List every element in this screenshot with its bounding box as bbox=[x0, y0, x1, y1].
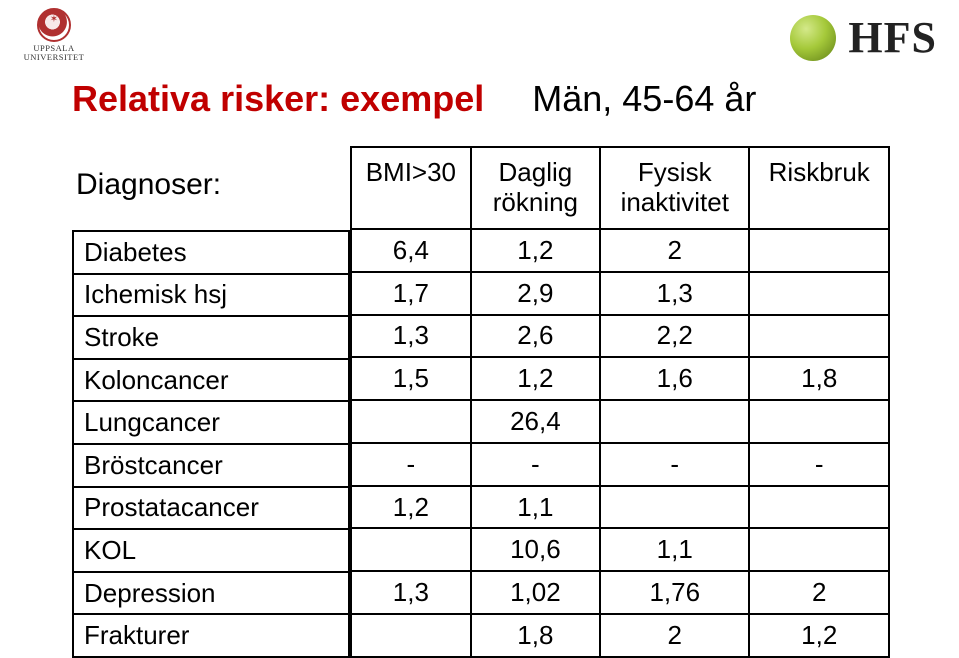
cell: 1,2 bbox=[749, 614, 889, 657]
uppsala-university-logo: UPPSALA UNIVERSITET bbox=[14, 8, 94, 62]
table-row: 1,3 1,02 1,76 2 bbox=[351, 571, 889, 614]
diagnoses-column: Diagnoser: Diabetes Ichemisk hsj Stroke … bbox=[72, 146, 350, 658]
cell: 2 bbox=[600, 229, 749, 272]
cell: 6,4 bbox=[351, 229, 471, 272]
cell bbox=[600, 486, 749, 529]
cell: - bbox=[351, 443, 471, 486]
cell: 1,02 bbox=[471, 571, 600, 614]
cell: 2 bbox=[600, 614, 749, 657]
diagnoses-list: Diabetes Ichemisk hsj Stroke Koloncancer… bbox=[72, 230, 350, 658]
col-header-text: BMI>30 bbox=[366, 157, 456, 187]
col-header-daglig-rokning: Daglig rökning bbox=[471, 147, 600, 229]
cell: 1,6 bbox=[600, 357, 749, 400]
table-body: 6,4 1,2 2 1,7 2,9 1,3 1,3 2,6 2,2 1,5 1,… bbox=[351, 229, 889, 657]
cell bbox=[749, 400, 889, 443]
cell bbox=[749, 315, 889, 358]
cell: 2,9 bbox=[471, 272, 600, 315]
diagnosis-row: Lungcancer bbox=[74, 402, 348, 445]
diagnosis-row: KOL bbox=[74, 530, 348, 573]
col-header-text: inaktivitet bbox=[621, 187, 729, 217]
diagnosis-row: Koloncancer bbox=[74, 360, 348, 403]
cell: - bbox=[600, 443, 749, 486]
diagnosis-row: Bröstcancer bbox=[74, 445, 348, 488]
cell: 1,3 bbox=[351, 571, 471, 614]
table-row: 26,4 bbox=[351, 400, 889, 443]
diagnosis-row: Diabetes bbox=[74, 232, 348, 275]
cell: 1,2 bbox=[471, 229, 600, 272]
col-header-text: Daglig bbox=[499, 157, 573, 187]
col-header-bmi: BMI>30 bbox=[351, 147, 471, 229]
cell: 10,6 bbox=[471, 528, 600, 571]
cell bbox=[351, 400, 471, 443]
cell: - bbox=[749, 443, 889, 486]
risk-table: BMI>30 Daglig rökning Fysisk inaktivitet… bbox=[350, 146, 890, 658]
cell: 1,76 bbox=[600, 571, 749, 614]
col-header-text: Fysisk bbox=[638, 157, 712, 187]
cell bbox=[351, 614, 471, 657]
diagnoses-header: Diagnoser: bbox=[72, 146, 350, 230]
col-header-riskbruk: Riskbruk bbox=[749, 147, 889, 229]
cell: 1,8 bbox=[749, 357, 889, 400]
cell bbox=[749, 528, 889, 571]
cell: 2 bbox=[749, 571, 889, 614]
cell: 1,2 bbox=[471, 357, 600, 400]
cell: 1,7 bbox=[351, 272, 471, 315]
table-header-row: BMI>30 Daglig rökning Fysisk inaktivitet… bbox=[351, 147, 889, 229]
slide-subtitle: Män, 45-64 år bbox=[532, 78, 756, 120]
diagnosis-row: Stroke bbox=[74, 317, 348, 360]
table-row: 1,5 1,2 1,6 1,8 bbox=[351, 357, 889, 400]
uppsala-text-line2: UNIVERSITET bbox=[14, 53, 94, 62]
hfs-logo: HFS bbox=[790, 12, 937, 63]
diagnosis-row: Frakturer bbox=[74, 615, 348, 658]
cell: 1,5 bbox=[351, 357, 471, 400]
table-row: 10,6 1,1 bbox=[351, 528, 889, 571]
cell bbox=[351, 528, 471, 571]
table-row: 1,7 2,9 1,3 bbox=[351, 272, 889, 315]
cell: 2,6 bbox=[471, 315, 600, 358]
uppsala-seal-icon bbox=[37, 8, 71, 42]
col-header-text: rökning bbox=[493, 187, 578, 217]
slide-title: Relativa risker: exempel bbox=[72, 78, 484, 120]
cell: 1,1 bbox=[600, 528, 749, 571]
cell bbox=[600, 400, 749, 443]
table-row: 1,8 2 1,2 bbox=[351, 614, 889, 657]
diagnosis-row: Ichemisk hsj bbox=[74, 275, 348, 318]
cell: 1,2 bbox=[351, 486, 471, 529]
table-row: - - - - bbox=[351, 443, 889, 486]
cell: 2,2 bbox=[600, 315, 749, 358]
cell: 1,1 bbox=[471, 486, 600, 529]
cell: - bbox=[471, 443, 600, 486]
hfs-sphere-icon bbox=[790, 15, 836, 61]
cell bbox=[749, 272, 889, 315]
col-header-fysisk-inaktivitet: Fysisk inaktivitet bbox=[600, 147, 749, 229]
diagnosis-row: Depression bbox=[74, 573, 348, 616]
cell: 1,8 bbox=[471, 614, 600, 657]
cell: 26,4 bbox=[471, 400, 600, 443]
title-row: Relativa risker: exempel Män, 45-64 år bbox=[72, 78, 756, 120]
col-header-text: Riskbruk bbox=[769, 157, 870, 187]
cell bbox=[749, 486, 889, 529]
content-area: Diagnoser: Diabetes Ichemisk hsj Stroke … bbox=[72, 146, 890, 658]
table-row: 6,4 1,2 2 bbox=[351, 229, 889, 272]
cell: 1,3 bbox=[351, 315, 471, 358]
cell bbox=[749, 229, 889, 272]
table-row: 1,3 2,6 2,2 bbox=[351, 315, 889, 358]
hfs-text: HFS bbox=[848, 12, 937, 63]
cell: 1,3 bbox=[600, 272, 749, 315]
diagnosis-row: Prostatacancer bbox=[74, 488, 348, 531]
table-row: 1,2 1,1 bbox=[351, 486, 889, 529]
